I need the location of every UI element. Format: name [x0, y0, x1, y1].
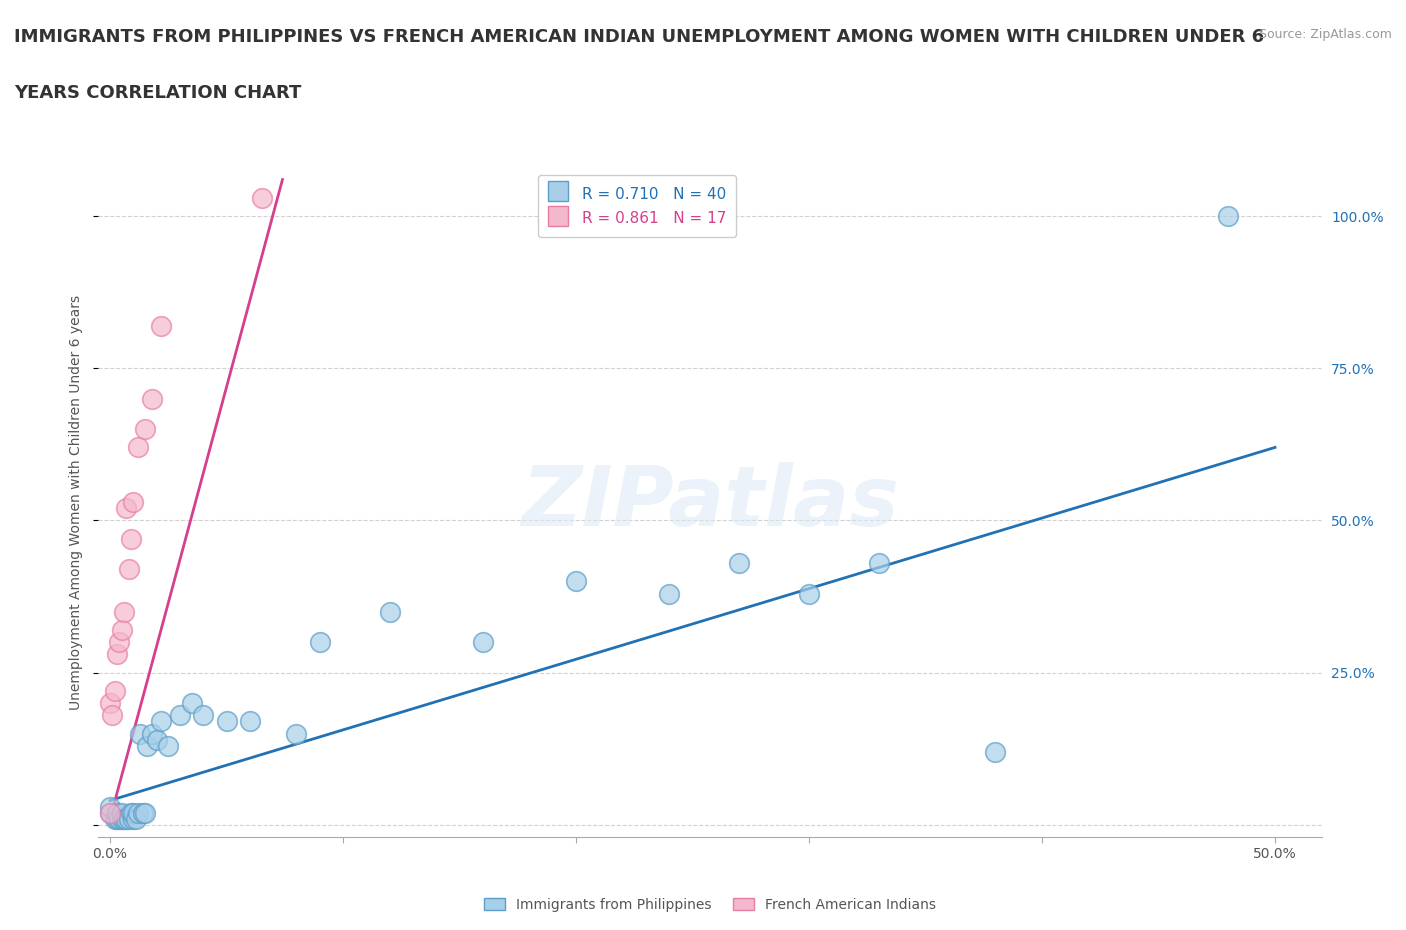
Point	[111, 622, 134, 637]
Point	[111, 811, 134, 826]
Point	[193, 708, 215, 723]
Point	[115, 501, 138, 516]
Text: YEARS CORRELATION CHART: YEARS CORRELATION CHART	[14, 84, 301, 101]
Point	[728, 555, 751, 570]
Point	[118, 811, 141, 826]
Point	[150, 714, 173, 729]
Point	[565, 574, 588, 589]
Point	[112, 811, 135, 826]
Point	[120, 531, 142, 546]
Point	[104, 684, 127, 698]
Point	[129, 726, 152, 741]
Text: IMMIGRANTS FROM PHILIPPINES VS FRENCH AMERICAN INDIAN UNEMPLOYMENT AMONG WOMEN W: IMMIGRANTS FROM PHILIPPINES VS FRENCH AM…	[14, 28, 1264, 46]
Point	[131, 805, 153, 820]
Point	[122, 495, 145, 510]
Point	[108, 811, 131, 826]
Point	[104, 811, 127, 826]
Point	[471, 635, 494, 650]
Point	[105, 811, 128, 826]
Point	[378, 604, 401, 619]
Point	[250, 191, 273, 206]
Point	[111, 805, 134, 820]
Point	[105, 647, 128, 662]
Point	[112, 604, 135, 619]
Point	[98, 696, 121, 711]
Point	[239, 714, 262, 729]
Point	[122, 805, 145, 820]
Point	[868, 555, 890, 570]
Point	[108, 635, 131, 650]
Point	[125, 811, 148, 826]
Point	[122, 811, 145, 826]
Point	[984, 744, 1007, 759]
Point	[115, 811, 138, 826]
Point	[308, 635, 330, 650]
Point	[134, 421, 156, 436]
Point	[285, 726, 308, 741]
Point	[127, 440, 149, 455]
Point	[141, 726, 163, 741]
Point	[797, 586, 820, 601]
Point	[127, 805, 149, 820]
Point	[120, 805, 142, 820]
Point	[98, 799, 121, 814]
Legend: Immigrants from Philippines, French American Indians: Immigrants from Philippines, French Amer…	[479, 892, 941, 917]
Point	[658, 586, 681, 601]
Point	[1218, 208, 1240, 223]
Text: Source: ZipAtlas.com: Source: ZipAtlas.com	[1258, 28, 1392, 41]
Point	[101, 708, 124, 723]
Point	[180, 696, 202, 711]
Text: ZIPatlas: ZIPatlas	[522, 461, 898, 543]
Point	[98, 805, 121, 820]
Point	[215, 714, 238, 729]
Point	[150, 318, 173, 333]
Point	[141, 392, 163, 406]
Point	[98, 805, 121, 820]
Point	[145, 732, 167, 747]
Point	[118, 562, 141, 577]
Point	[136, 738, 159, 753]
Point	[169, 708, 191, 723]
Point	[157, 738, 180, 753]
Y-axis label: Unemployment Among Women with Children Under 6 years: Unemployment Among Women with Children U…	[69, 295, 83, 710]
Point	[134, 805, 156, 820]
Point	[105, 805, 128, 820]
